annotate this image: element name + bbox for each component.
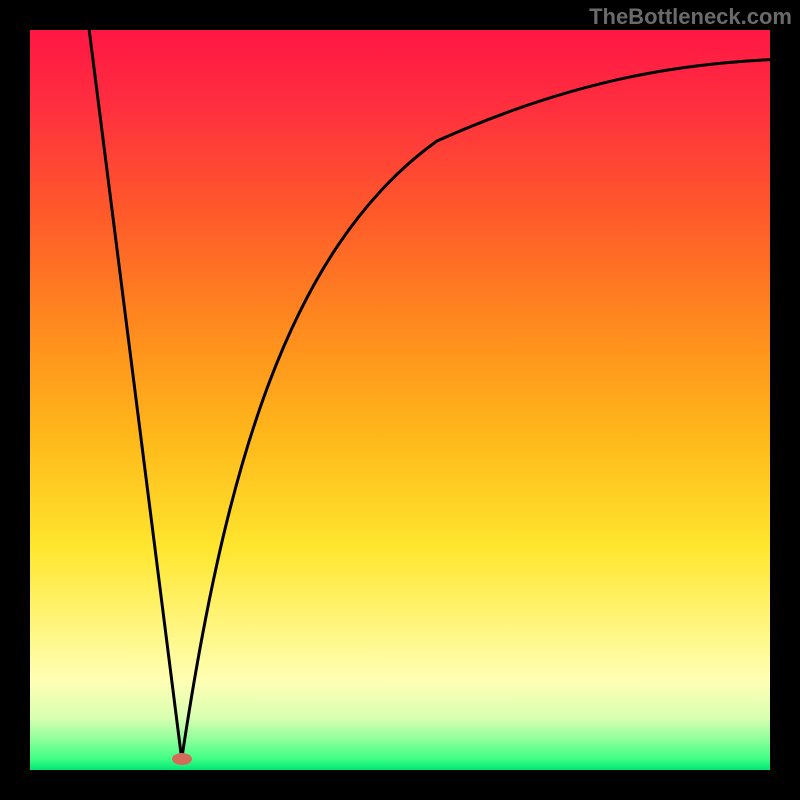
bottleneck-curve xyxy=(89,30,770,759)
watermark-text: TheBottleneck.com xyxy=(589,4,792,30)
curve-layer xyxy=(30,30,770,770)
plot-area xyxy=(30,30,770,770)
minimum-marker xyxy=(172,753,192,765)
